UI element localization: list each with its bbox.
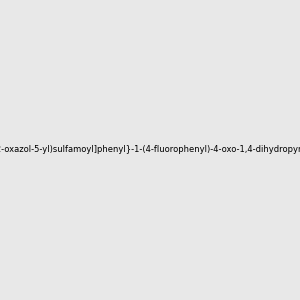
Text: N-{4-[(3,4-dimethyl-1,2-oxazol-5-yl)sulfamoyl]phenyl}-1-(4-fluorophenyl)-4-oxo-1: N-{4-[(3,4-dimethyl-1,2-oxazol-5-yl)sulf… (0, 146, 300, 154)
